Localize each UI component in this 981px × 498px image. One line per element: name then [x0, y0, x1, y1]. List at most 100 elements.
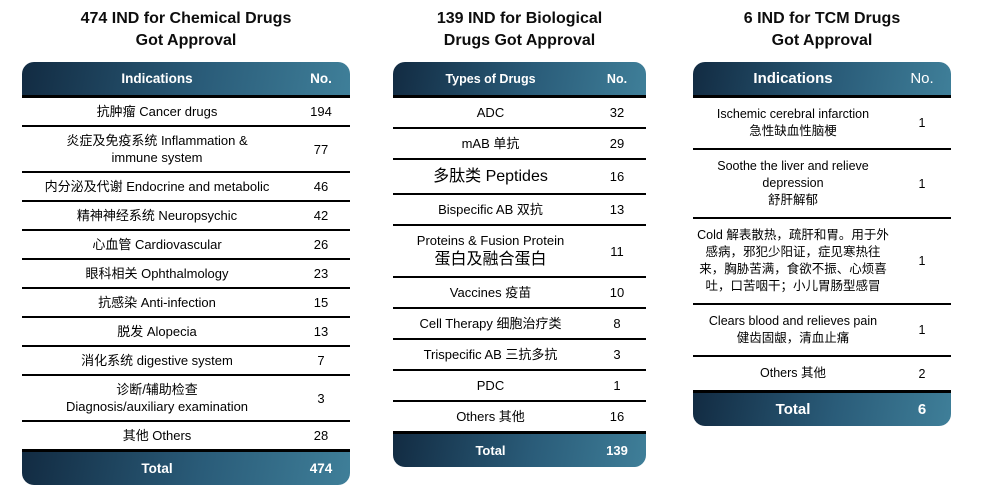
table-row: 内分泌及代谢 Endocrine and metabolic 46: [22, 173, 350, 202]
row-value: 1: [918, 254, 926, 268]
row-value: 16: [609, 409, 625, 424]
biological-table-total-row: Total 139: [393, 431, 646, 467]
table-row: 精神神经系统 Neuropsychic 42: [22, 202, 350, 231]
tcm-table-title: 6 IND for TCM Drugs Got Approval: [743, 10, 901, 49]
row-value: 1: [918, 323, 926, 337]
row-value: 77: [313, 141, 329, 157]
row-label: 眼科相关 Ophthalmology: [85, 266, 229, 281]
total-value: 474: [309, 461, 333, 476]
tcm-table-body: Ischemic cerebral infarction 急性缺血性脑梗 1 Soot…: [693, 98, 951, 390]
row-value: 13: [609, 202, 625, 217]
table-row: Clears blood and relieves pain 健齿固龈，清血止痛 1: [693, 305, 951, 357]
total-label: Total: [475, 443, 506, 458]
row-value: 8: [613, 316, 621, 331]
row-label: 内分泌及代谢 Endocrine and metabolic: [44, 179, 270, 194]
biological-table-body: ADC 32 mAB 单抗 29 多肽类 Peptides 16 Bispecific AB…: [393, 98, 646, 431]
row-label: Ischemic cerebral infarction 急性缺血性脑梗: [716, 107, 870, 138]
row-label: 其他 Others: [122, 428, 192, 443]
table-row: Others 其他 2: [693, 357, 951, 390]
row-label: Vaccines 疫苗: [449, 285, 532, 300]
column-header-no: No.: [606, 71, 628, 86]
row-value: 3: [317, 390, 325, 406]
row-value: 1: [918, 116, 926, 130]
row-label: Bispecific AB 双抗: [438, 202, 543, 217]
row-value: 29: [609, 136, 625, 151]
row-value: 1: [918, 176, 926, 191]
row-label: 脱发 Alopecia: [117, 324, 197, 339]
row-label: Others 其他: [760, 366, 826, 380]
row-value: 15: [313, 295, 329, 310]
row-value: 26: [313, 237, 329, 252]
chemical-table-body: 抗肿瘤 Cancer drugs 194 炎症及免疫系统 Inflammation …: [22, 98, 350, 449]
row-label: mAB 单抗: [461, 136, 520, 151]
row-value: 10: [609, 285, 625, 300]
tcm-table: Indications No. Ischemic cerebral infarc…: [693, 62, 951, 426]
table-row: 炎症及免疫系统 Inflammation & immune system 77: [22, 127, 350, 173]
row-label: Others 其他: [456, 409, 525, 424]
row-label: Cold 解表散热，疏肝和胃。用于外感病，邪犯少阳证，症见寒热往来，胸胁苦满，食…: [697, 228, 889, 293]
chemical-drugs-table-section: 474 IND for Chemical Drugs Got Approval …: [22, 8, 350, 485]
row-value: 28: [313, 428, 329, 443]
row-value: 46: [313, 179, 329, 194]
row-value: 3: [613, 347, 621, 362]
table-row: ADC 32: [393, 98, 646, 129]
table-row: PDC 1: [393, 371, 646, 402]
row-value: 1: [613, 378, 621, 393]
table-row: Trispecific AB 三抗多抗 3: [393, 340, 646, 371]
table-row: mAB 单抗 29: [393, 129, 646, 160]
total-value: 139: [606, 443, 628, 458]
row-value: 7: [317, 353, 325, 368]
row-label: Trispecific AB 三抗多抗: [423, 347, 558, 362]
table-row: Ischemic cerebral infarction 急性缺血性脑梗 1: [693, 98, 951, 150]
row-label: Cell Therapy 细胞治疗类: [419, 316, 562, 331]
table-row: Cold 解表散热，疏肝和胃。用于外感病，邪犯少阳证，症见寒热往来，胸胁苦满，食…: [693, 219, 951, 305]
chemical-table-total-row: Total 474: [22, 449, 350, 485]
column-header-indications: Indications: [753, 70, 833, 87]
table-row: 抗肿瘤 Cancer drugs 194: [22, 98, 350, 127]
row-value: 16: [609, 169, 625, 184]
tcm-table-header-row: Indications No.: [693, 62, 951, 98]
chemical-table: Indications No. 抗肿瘤 Cancer drugs 194 炎症及免疫…: [22, 62, 350, 485]
column-header-no: No.: [310, 71, 332, 86]
column-header-types-of-drugs: Types of Drugs: [445, 71, 536, 86]
column-header-indications: Indications: [121, 71, 193, 86]
table-row: 其他 Others 28: [22, 422, 350, 449]
biological-table-header-row: Types of Drugs No.: [393, 62, 646, 98]
row-value: 11: [610, 243, 624, 259]
biological-drugs-table-section: 139 IND for Biological Drugs Got Approva…: [393, 8, 646, 467]
total-value: 6: [917, 401, 927, 418]
row-label: ADC: [476, 105, 505, 120]
row-label: 抗感染 Anti-infection: [98, 295, 216, 310]
row-label: 精神神经系统 Neuropsychic: [76, 208, 238, 223]
chemical-table-title: 474 IND for Chemical Drugs Got Approval: [80, 10, 292, 49]
row-label: Soothe the liver and relieve depression 舒…: [717, 159, 869, 207]
table-row: 消化系统 digestive system 7: [22, 347, 350, 376]
row-value: 2: [918, 366, 926, 381]
row-label: 抗肿瘤 Cancer drugs: [96, 104, 218, 119]
tcm-table-total-row: Total 6: [693, 390, 951, 426]
table-row: 心血管 Cardiovascular 26: [22, 231, 350, 260]
row-value: 42: [313, 208, 329, 223]
row-label: 诊断/辅助检查 Diagnosis/auxiliary examination: [65, 382, 249, 414]
row-label: 消化系统 digestive system: [81, 353, 233, 368]
table-row: 抗感染 Anti-infection 15: [22, 289, 350, 318]
row-label: Clears blood and relieves pain 健齿固龈，清血止痛: [708, 314, 878, 345]
row-label: PDC: [476, 378, 505, 393]
table-row: Vaccines 疫苗 10: [393, 278, 646, 309]
table-row: Proteins & Fusion Protein 蛋白及融合蛋白 11: [393, 226, 646, 278]
total-label: Total: [141, 461, 173, 476]
table-row: Bispecific AB 双抗 13: [393, 195, 646, 226]
table-row: 多肽类 Peptides 16: [393, 160, 646, 195]
row-value: 32: [609, 105, 625, 120]
chemical-table-header-row: Indications No.: [22, 62, 350, 98]
table-row: Others 其他 16: [393, 402, 646, 431]
row-value: 23: [313, 266, 329, 281]
row-label: 心血管 Cardiovascular: [92, 237, 222, 252]
row-label: 炎症及免疫系统 Inflammation & immune system: [66, 133, 248, 165]
table-row: Soothe the liver and relieve depression 舒…: [693, 150, 951, 219]
biological-table-title: 139 IND for Biological Drugs Got Approva…: [436, 10, 603, 49]
total-label: Total: [775, 401, 811, 418]
row-value: 194: [310, 104, 332, 119]
tcm-drugs-table-section: 6 IND for TCM Drugs Got Approval Indicat…: [693, 8, 951, 426]
